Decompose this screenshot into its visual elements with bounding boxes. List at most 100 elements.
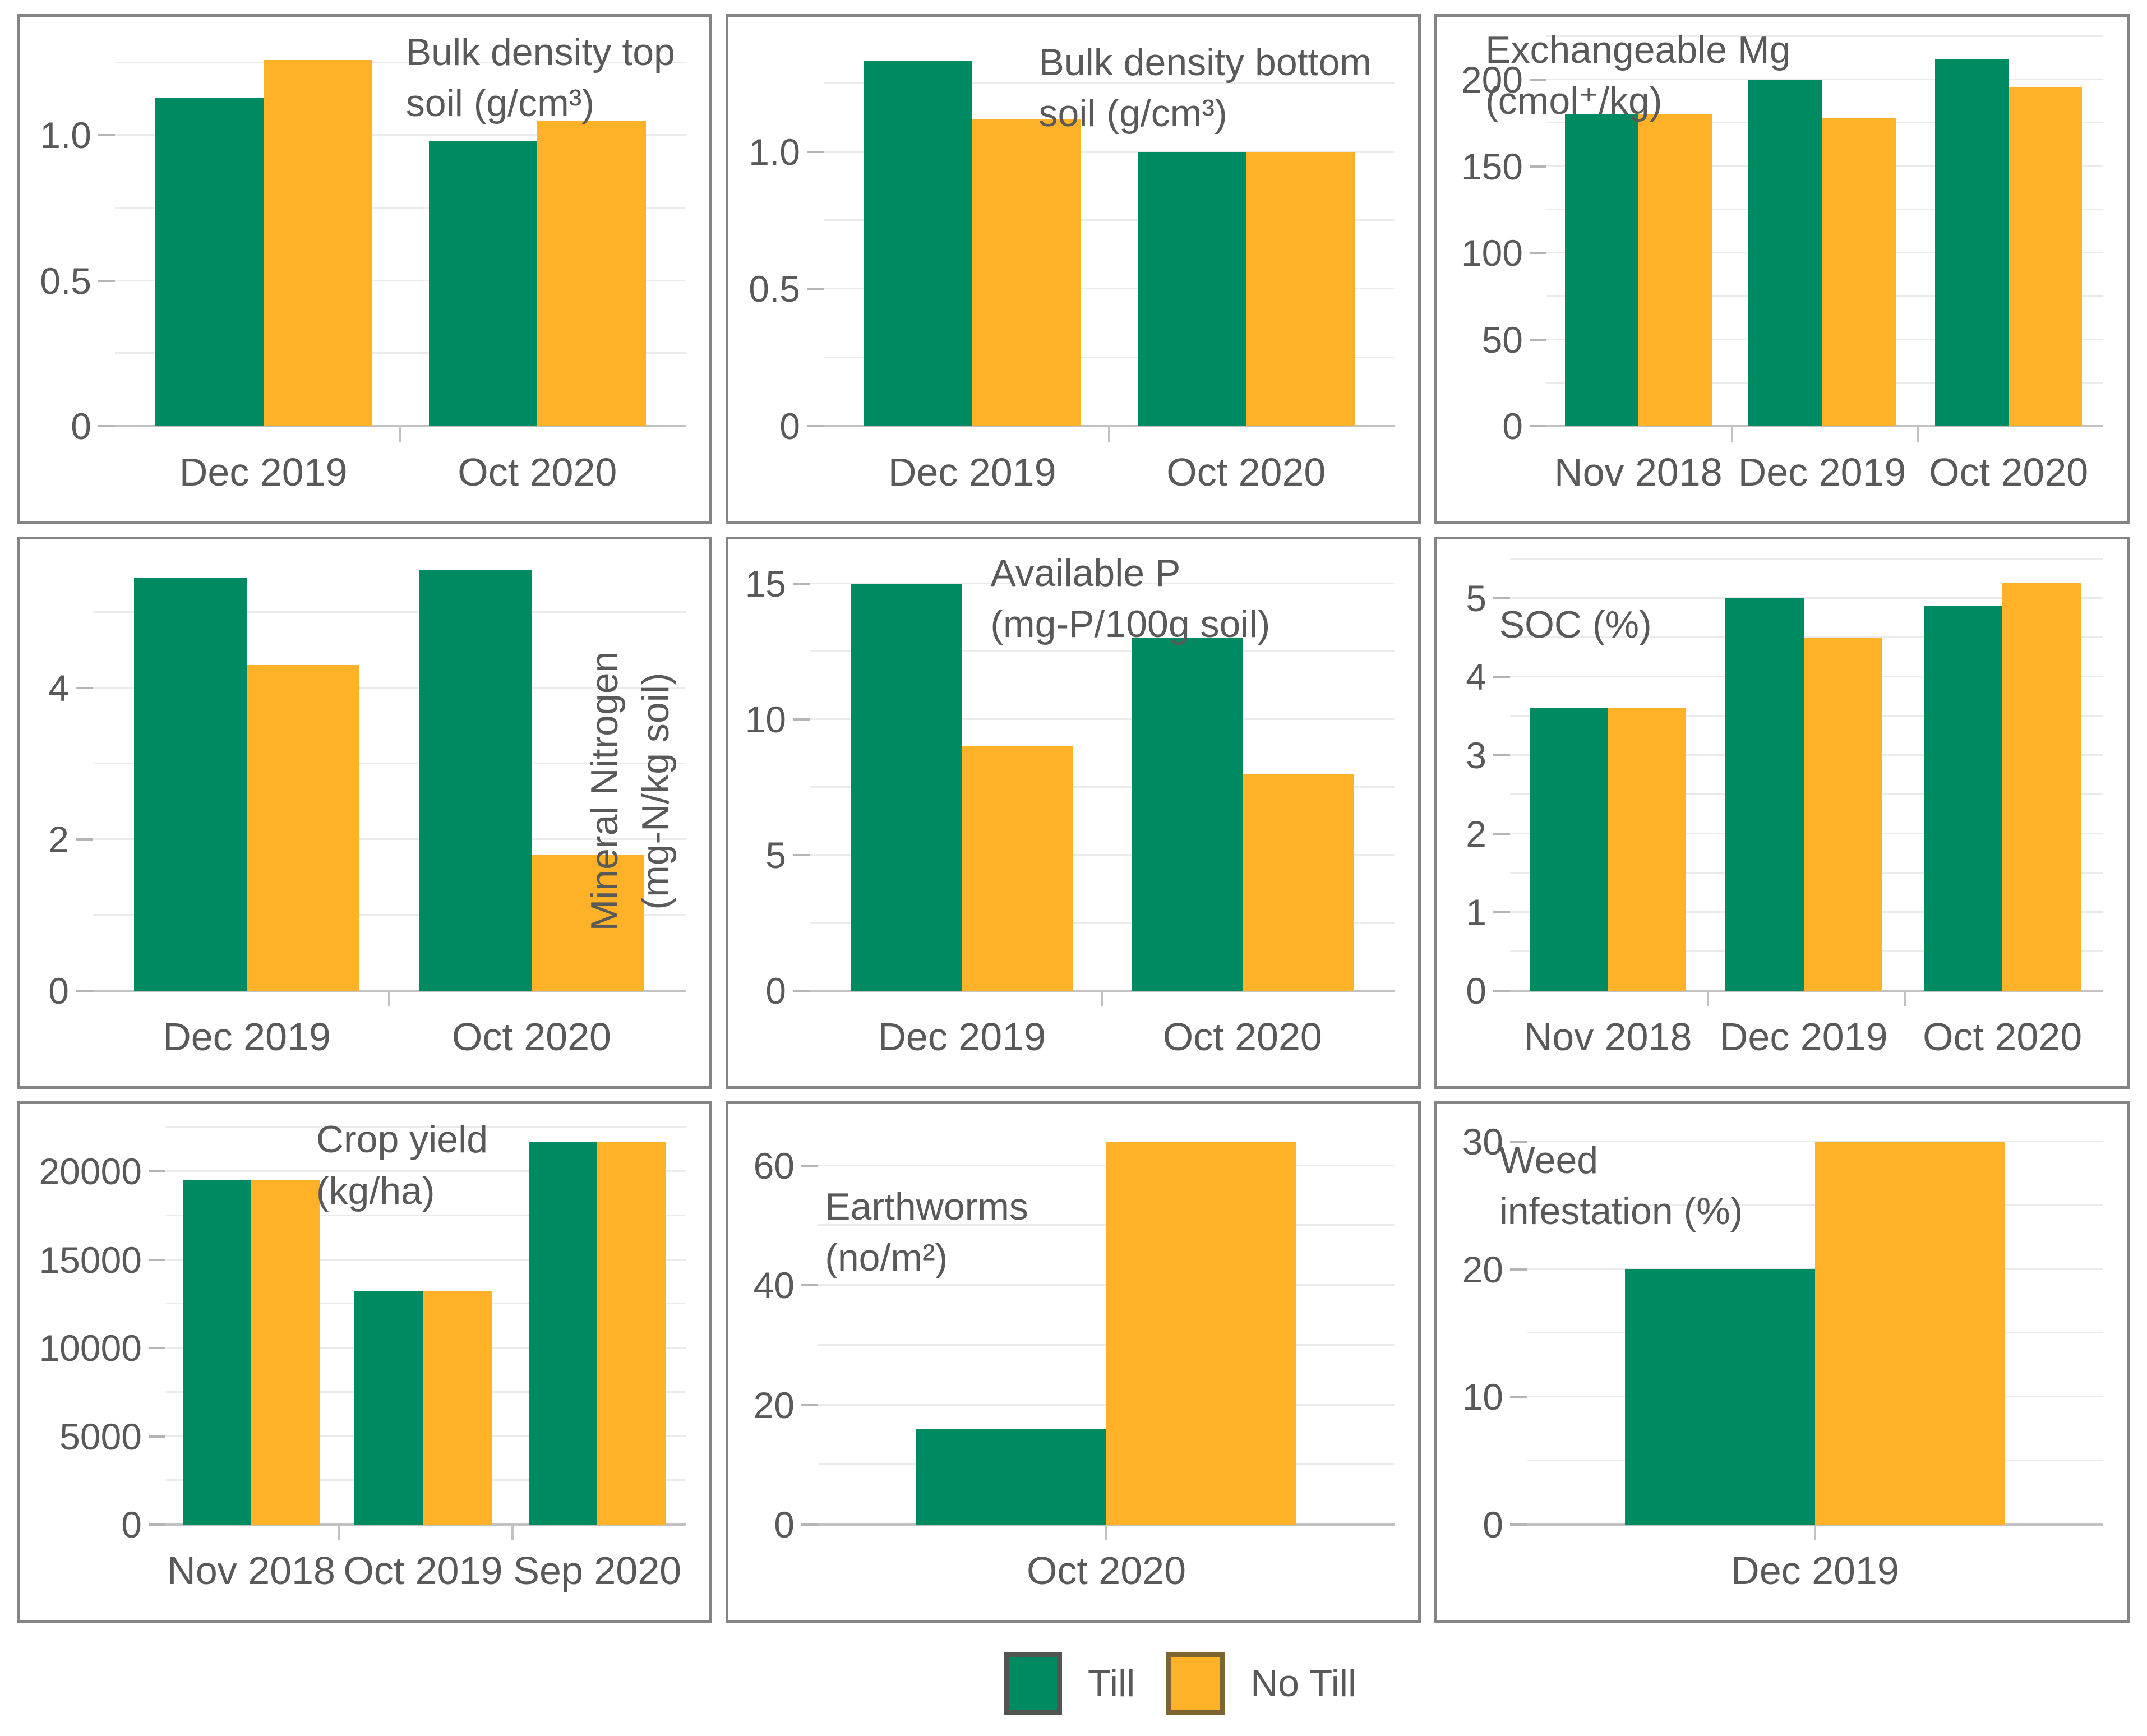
bar-till — [1529, 708, 1608, 991]
x-tick-mark — [1105, 1525, 1107, 1540]
x-tick-mark — [1101, 991, 1103, 1006]
y-tick-mark — [807, 150, 824, 153]
chart-title-line: Bulk density bottom — [1038, 41, 1372, 84]
chart-panel-exchangeable-mg: 0 50 100 150 200 Nov 2018 Dec 2019 Oct 2020 Exch… — [1434, 14, 2130, 524]
x-tick-mark — [1730, 426, 1733, 442]
x-category-label: Oct 2020 — [1929, 450, 2089, 494]
bar-no-till — [1608, 708, 1687, 991]
bar-till — [428, 141, 538, 426]
bar-till — [1624, 1269, 1815, 1525]
plot-area: 0 5000 10000 15000 20000 Nov 2018 Oct 2019 Sep … — [39, 1124, 686, 1592]
y-tick-mark — [1493, 911, 1510, 913]
legend: Till No Till — [123, 1652, 2147, 1715]
y-tick-mark — [149, 1258, 165, 1261]
gridline — [115, 61, 686, 63]
gridline — [1546, 79, 2103, 81]
chart-panel-weed-infestation: 0 10 20 30 Dec 2019 Weed infestation (%) — [1434, 1101, 2130, 1623]
chart-title-line: Exchangeable Mg — [1485, 28, 1791, 71]
x-tick-mark — [1904, 991, 1907, 1006]
y-tick-mark — [801, 1523, 818, 1526]
x-category-label: Oct 2020 — [1026, 1549, 1186, 1592]
gridline — [93, 686, 686, 689]
legend-label: No Till — [1250, 1662, 1357, 1705]
y-tick-mark — [1493, 597, 1510, 599]
bar-no-till — [537, 121, 646, 426]
x-category-label: Oct 2020 — [1162, 1015, 1322, 1059]
y-tick-mark — [793, 582, 810, 585]
y-tick-mark — [1493, 990, 1510, 992]
x-category-label: Nov 2018 — [1554, 450, 1723, 494]
y-tick-mark — [1493, 754, 1510, 756]
bar-no-till — [1815, 1141, 2006, 1525]
legend-swatch-no-till — [1166, 1652, 1225, 1715]
bar-no-till — [1246, 151, 1355, 426]
plot-area: 0 10 20 30 Dec 2019 — [1462, 1123, 2103, 1592]
gridline — [810, 582, 1395, 584]
chart-title-line: Weed — [1499, 1139, 1599, 1182]
y-tick-mark — [1510, 1523, 1527, 1526]
gridline — [93, 611, 686, 613]
gridline — [810, 786, 1395, 788]
x-tick-mark — [1814, 1525, 1816, 1540]
chart-panel-available-p: 0 5 10 15 Dec 2019 Oct 2020 Available P (mg-P/1… — [726, 537, 1421, 1089]
y-tick-mark — [1510, 1268, 1527, 1271]
x-category-label: Oct 2020 — [458, 450, 617, 494]
legend-item: Till — [1003, 1652, 1135, 1715]
y-tick-mark — [1510, 1140, 1527, 1143]
chart-title: Exchangeable Mg (cmol⁺/kg) — [1485, 25, 1790, 127]
x-tick-mark — [1706, 991, 1709, 1006]
y-tick-mark — [1530, 338, 1546, 341]
x-category-label: Dec 2019 — [1738, 450, 1906, 494]
gridline — [824, 150, 1395, 153]
y-tick-mark — [149, 1523, 165, 1526]
bar-no-till — [2002, 583, 2081, 991]
chart-title-line: (mg-P/100g soil) — [990, 602, 1271, 645]
plot-area: 0 2 4 Dec 2019 Oct 2020 — [48, 559, 686, 1059]
x-axis-line — [1510, 990, 2103, 992]
legend-swatch-till — [1003, 1652, 1062, 1715]
bar-no-till — [531, 854, 644, 991]
y-tick-mark — [76, 838, 93, 841]
x-axis-line — [165, 1523, 686, 1526]
plot-area: 0 0.5 1.0 Dec 2019 Oct 2020 — [40, 36, 686, 494]
gridline — [1527, 1140, 2103, 1142]
gridline — [810, 853, 1395, 856]
chart-title: Weed infestation (%) — [1499, 1135, 1743, 1237]
gridline — [93, 838, 686, 840]
y-tick-mark — [98, 279, 115, 282]
gridline — [810, 921, 1395, 924]
y-tick-mark — [793, 990, 810, 992]
gridline — [93, 762, 686, 764]
chart-title-line: Crop yield — [316, 1118, 488, 1161]
bar-no-till — [597, 1141, 666, 1525]
gridline — [810, 650, 1395, 652]
chart-title-line: SOC (%) — [1499, 603, 1652, 647]
bar-till — [418, 570, 532, 991]
x-category-label: Dec 2019 — [878, 1015, 1046, 1059]
gridline — [1546, 35, 2103, 37]
chart-title-line: Available P — [990, 551, 1181, 594]
bar-no-till — [1242, 773, 1354, 991]
bar-till — [1748, 80, 1822, 426]
bar-till — [1725, 598, 1804, 991]
chart-title: Bulk density bottom soil (g/cm³) — [1039, 37, 1372, 139]
bar-till — [528, 1141, 598, 1525]
plot-area: 0 50 100 150 200 Nov 2018 Dec 2019 Oct 2020 — [1461, 35, 2103, 494]
gridline — [1510, 636, 2103, 638]
bar-no-till — [1106, 1142, 1297, 1525]
chart-title-line: soil (g/cm³) — [405, 82, 595, 125]
bar-no-till — [263, 59, 372, 426]
chart-title-line: infestation (%) — [1499, 1190, 1743, 1233]
bar-no-till — [423, 1291, 492, 1525]
chart-grid: 0 0.5 1.0 Dec 2019 Oct 2020 Bulk density top s… — [17, 14, 2130, 1623]
y-tick-mark — [801, 1284, 818, 1287]
bar-till — [1924, 606, 2003, 991]
y-tick-mark — [149, 1170, 165, 1173]
gridline — [165, 1258, 686, 1261]
y-tick-mark — [76, 990, 93, 992]
x-category-label: Dec 2019 — [179, 450, 348, 494]
bar-till — [1564, 114, 1638, 426]
y-tick-mark — [793, 853, 810, 856]
y-tick-mark — [801, 1403, 818, 1406]
